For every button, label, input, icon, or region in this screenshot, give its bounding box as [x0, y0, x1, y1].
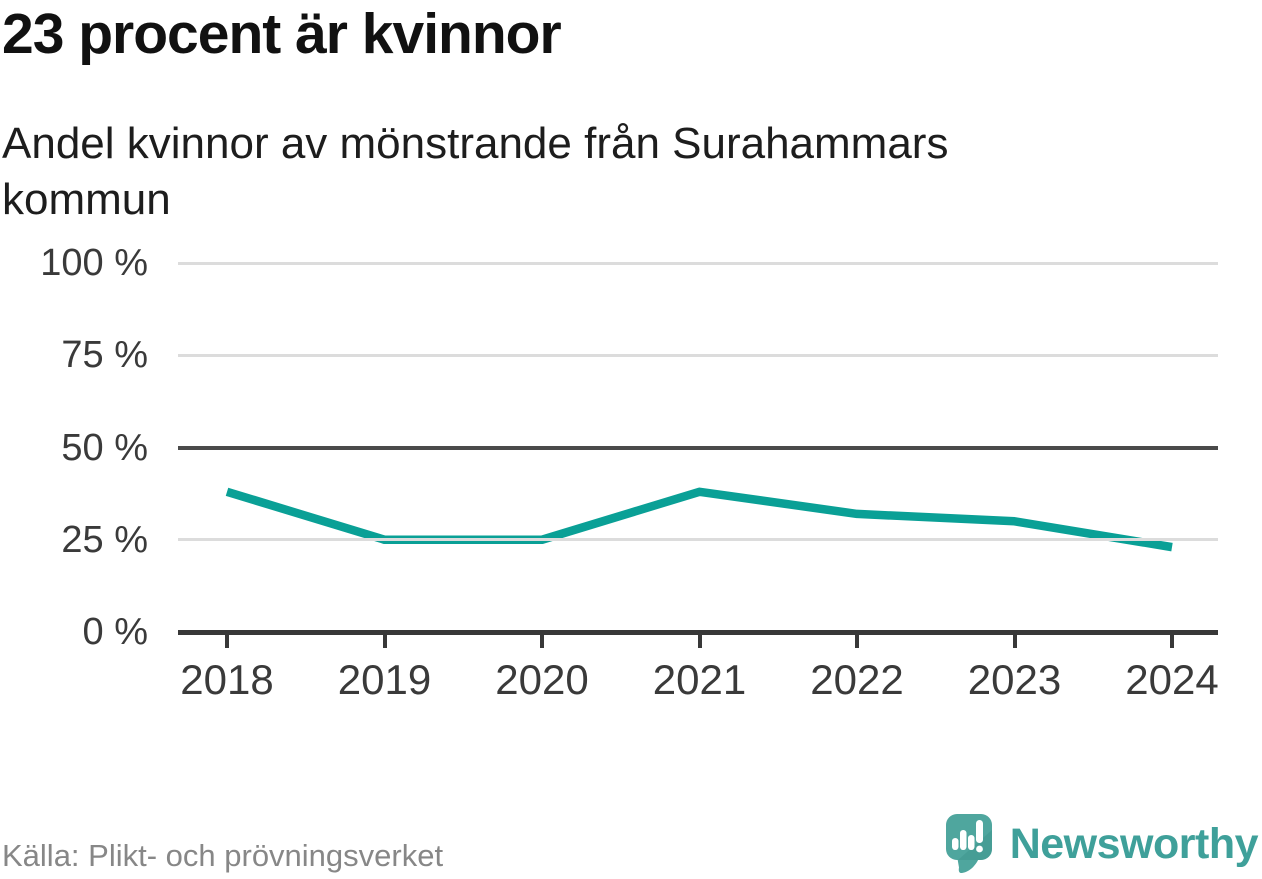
gridline	[178, 261, 1218, 265]
y-axis-label: 100 %	[40, 242, 148, 284]
newsworthy-logo: Newsworthy	[944, 812, 1259, 876]
newsworthy-logo-icon	[945, 814, 992, 874]
x-axis-label: 2021	[652, 656, 747, 703]
x-axis-tick	[855, 634, 859, 648]
gridline	[178, 445, 1218, 450]
chart-title: 23 procent är kvinnor	[2, 2, 562, 66]
x-axis-line	[178, 629, 1218, 635]
gridline	[178, 353, 1218, 357]
y-axis-label: 75 %	[61, 334, 148, 377]
newsworthy-wordmark: Newsworthy	[1009, 820, 1259, 868]
x-axis-label: 2018	[180, 656, 274, 703]
x-axis-label: 2019	[337, 656, 432, 703]
y-axis-label: 0 %	[82, 611, 148, 653]
y-axis-label: 50 %	[61, 426, 148, 469]
x-axis-tick	[382, 634, 387, 648]
x-axis-tick	[225, 634, 229, 648]
x-axis-tick	[697, 634, 702, 648]
x-axis-tick	[540, 634, 544, 648]
x-axis-tick	[1012, 634, 1017, 648]
chart-subtitle: Andel kvinnor av mönstrande från Suraham…	[2, 119, 949, 225]
x-axis-label: 2020	[495, 656, 589, 703]
source-label: Källa: Plikt- och prövningsverket	[2, 838, 444, 873]
x-axis-label: 2022	[810, 656, 904, 703]
y-axis-label: 25 %	[61, 518, 148, 561]
x-axis-label: 2024	[1125, 656, 1219, 703]
x-axis-label: 2023	[967, 656, 1062, 703]
gridline	[178, 538, 1218, 542]
x-axis-tick	[1170, 634, 1174, 648]
